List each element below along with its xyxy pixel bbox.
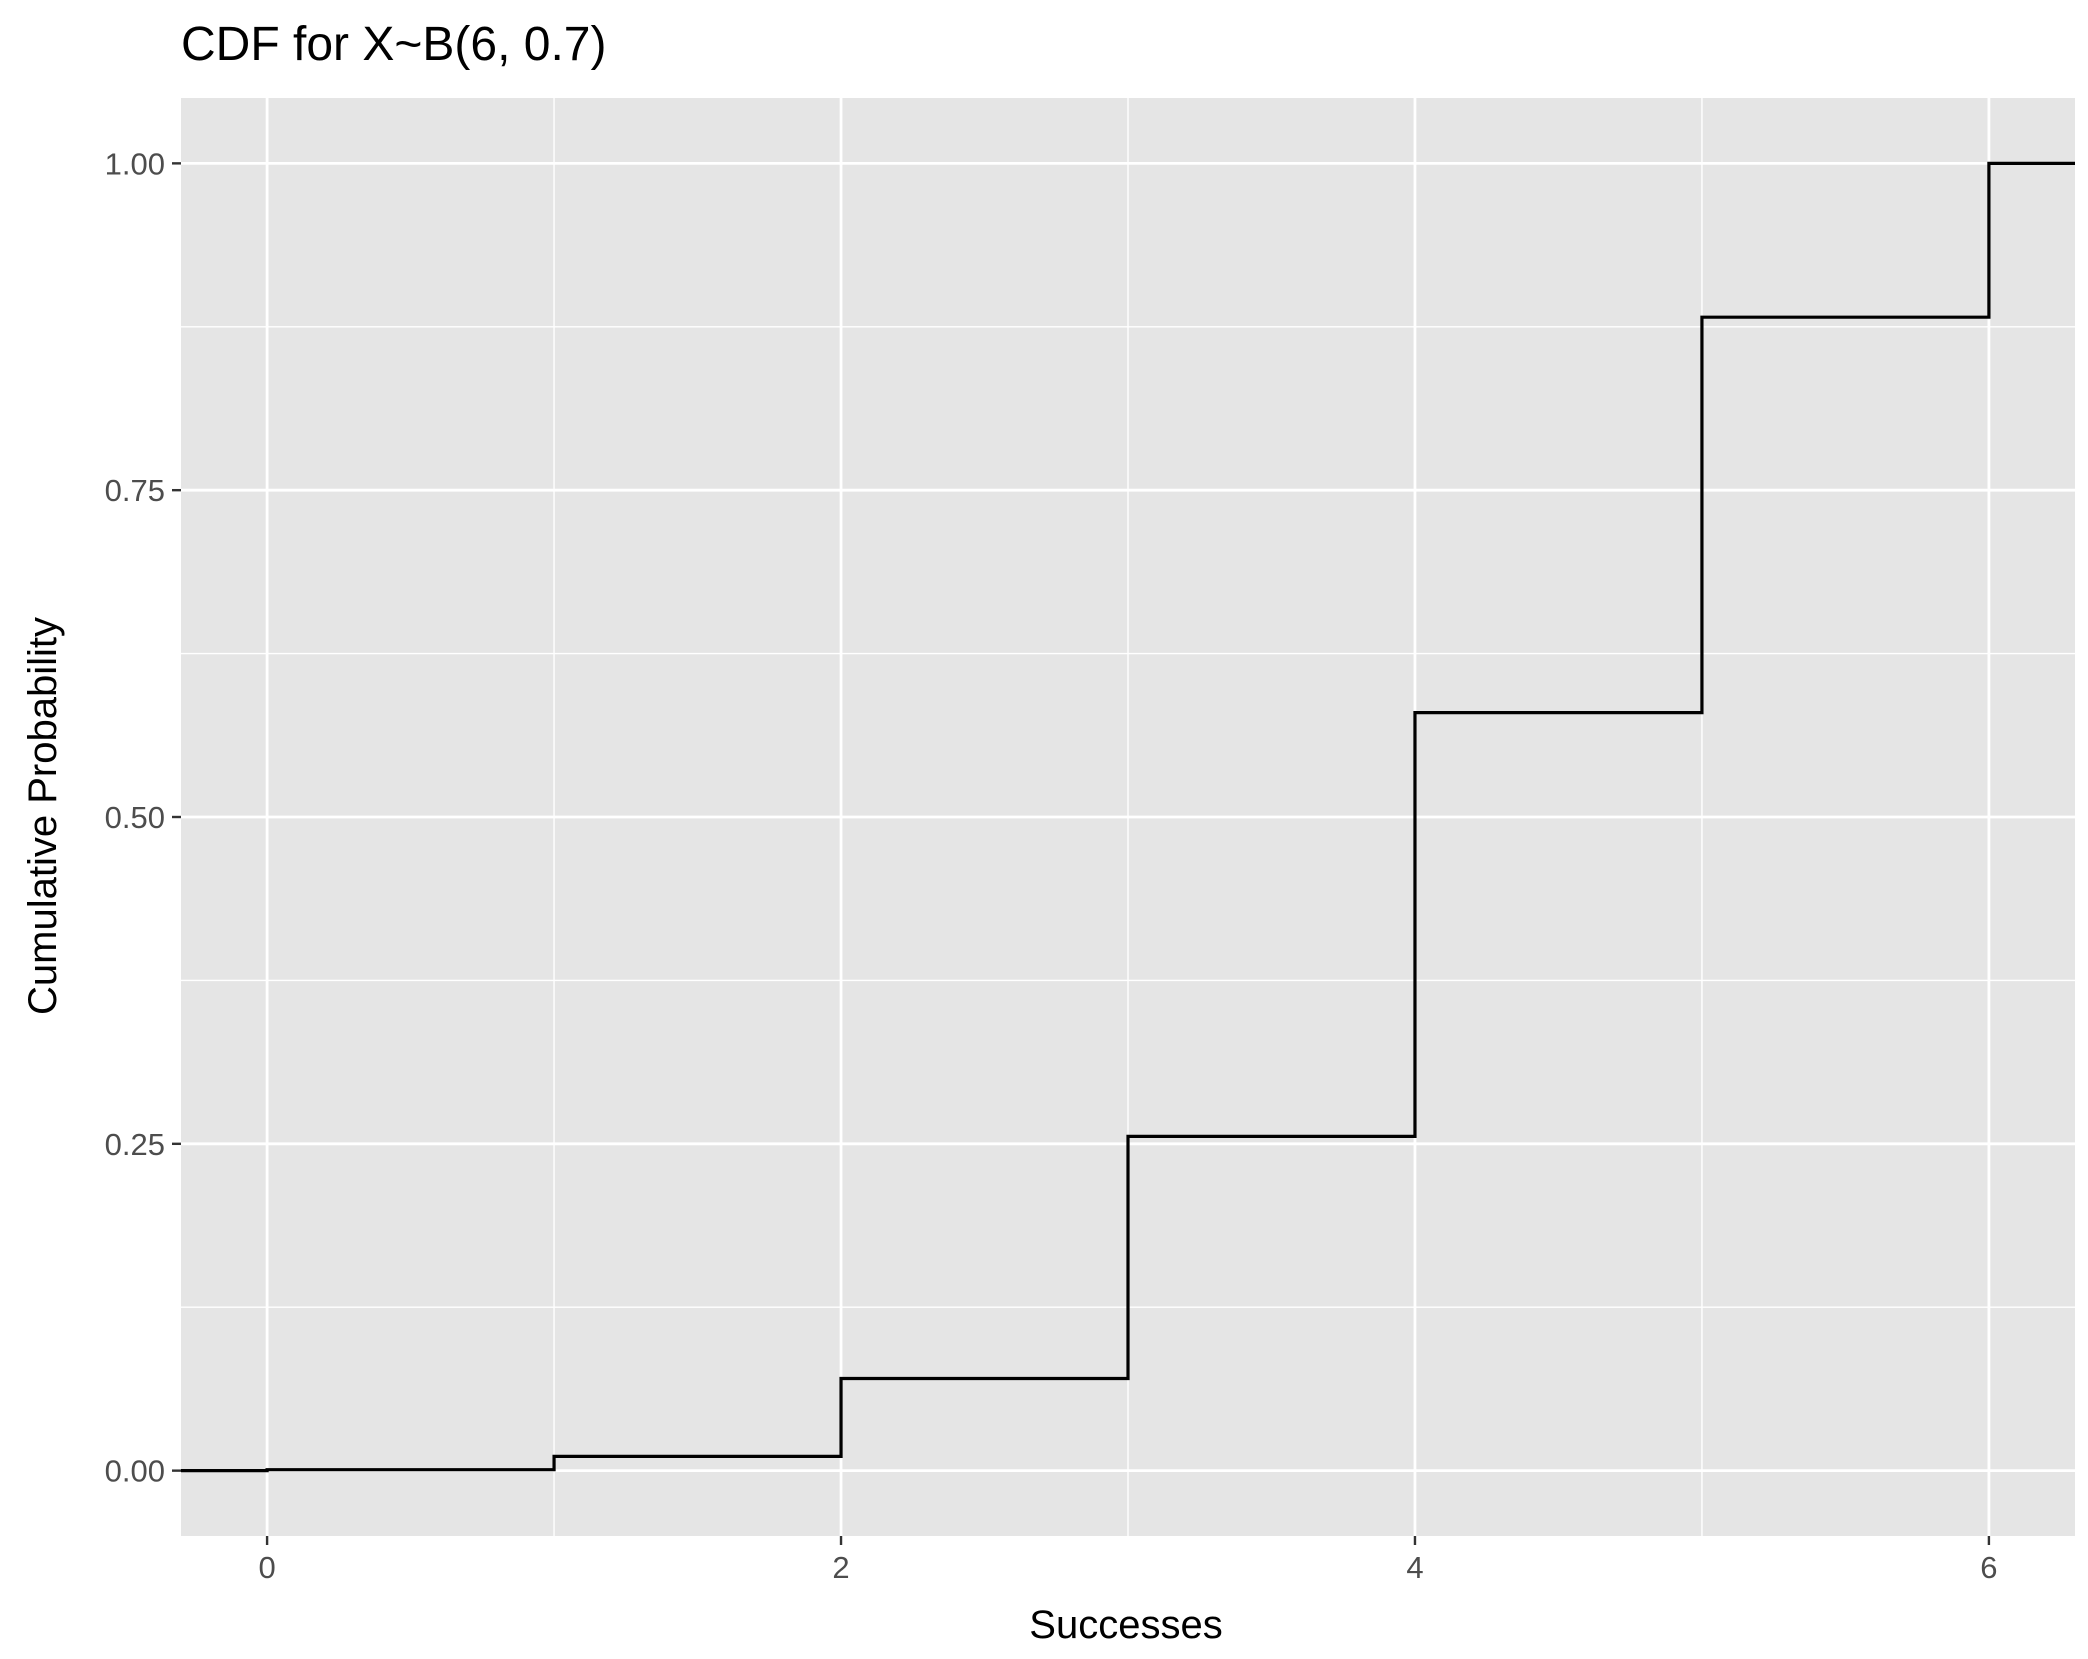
- chart-title: CDF for X~B(6, 0.7): [181, 18, 606, 71]
- cdf-series: [181, 161, 2075, 1473]
- y-tick-label: 0.00: [105, 1454, 165, 1489]
- y-tick-label: 1.00: [105, 146, 165, 181]
- y-axis: 0.00 0.25 0.50 0.75 1.00: [105, 146, 181, 1489]
- x-tick-label: 0: [258, 1550, 275, 1585]
- x-tick-label: 6: [1980, 1550, 1997, 1585]
- x-axis: 0 2 4 6: [258, 1536, 1998, 1585]
- cdf-step-line: [181, 161, 2075, 1473]
- y-tick-label: 0.25: [105, 1127, 165, 1162]
- x-tick-label: 2: [832, 1550, 849, 1585]
- y-tick-label: 0.50: [105, 800, 165, 835]
- x-axis-title: Successes: [1029, 1603, 1222, 1647]
- y-axis-title: Cumulative Probability: [21, 617, 65, 1015]
- x-tick-label: 4: [1406, 1550, 1423, 1585]
- y-tick-label: 0.75: [105, 473, 165, 508]
